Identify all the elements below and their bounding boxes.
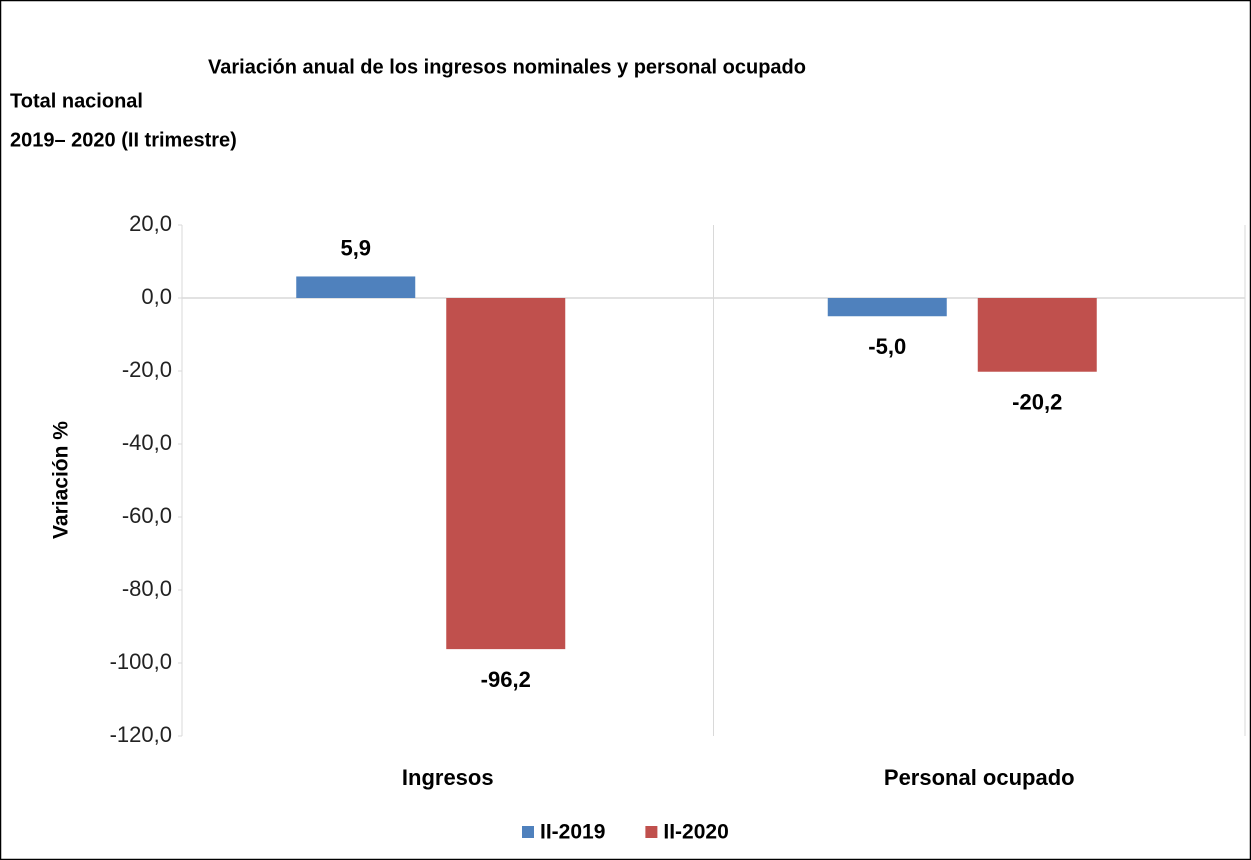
y-tick-label: -40,0 (122, 430, 172, 455)
data-label: -96,2 (481, 667, 531, 692)
legend-label: II-2020 (663, 821, 728, 844)
chart-subtitle: 2019– 2020 (II trimestre) (10, 129, 237, 151)
chart-title: Variación anual de los ingresos nominale… (208, 56, 806, 78)
chart-subtitle: Total nacional (10, 90, 143, 112)
y-tick-label: 20,0 (129, 211, 172, 236)
legend-swatch (522, 826, 534, 838)
bar (977, 298, 1097, 372)
legend-swatch (645, 826, 658, 838)
y-tick-label: -100,0 (110, 649, 172, 674)
bar (827, 298, 947, 317)
data-label: 5,9 (340, 235, 371, 260)
x-tick-label: Personal ocupado (884, 765, 1075, 790)
legend-label: II-2019 (540, 821, 605, 844)
bar (296, 276, 416, 298)
data-label: -5,0 (868, 334, 906, 359)
y-tick-label: -80,0 (122, 576, 172, 601)
y-axis-label: Variación % (50, 421, 73, 539)
x-tick-label: Ingresos (402, 765, 494, 790)
y-tick-label: 0,0 (141, 284, 172, 309)
y-tick-label: -20,0 (122, 357, 172, 382)
y-tick-label: -120,0 (110, 722, 172, 747)
data-label: -20,2 (1012, 390, 1062, 415)
bar (446, 298, 566, 650)
y-tick-label: -60,0 (122, 503, 172, 528)
